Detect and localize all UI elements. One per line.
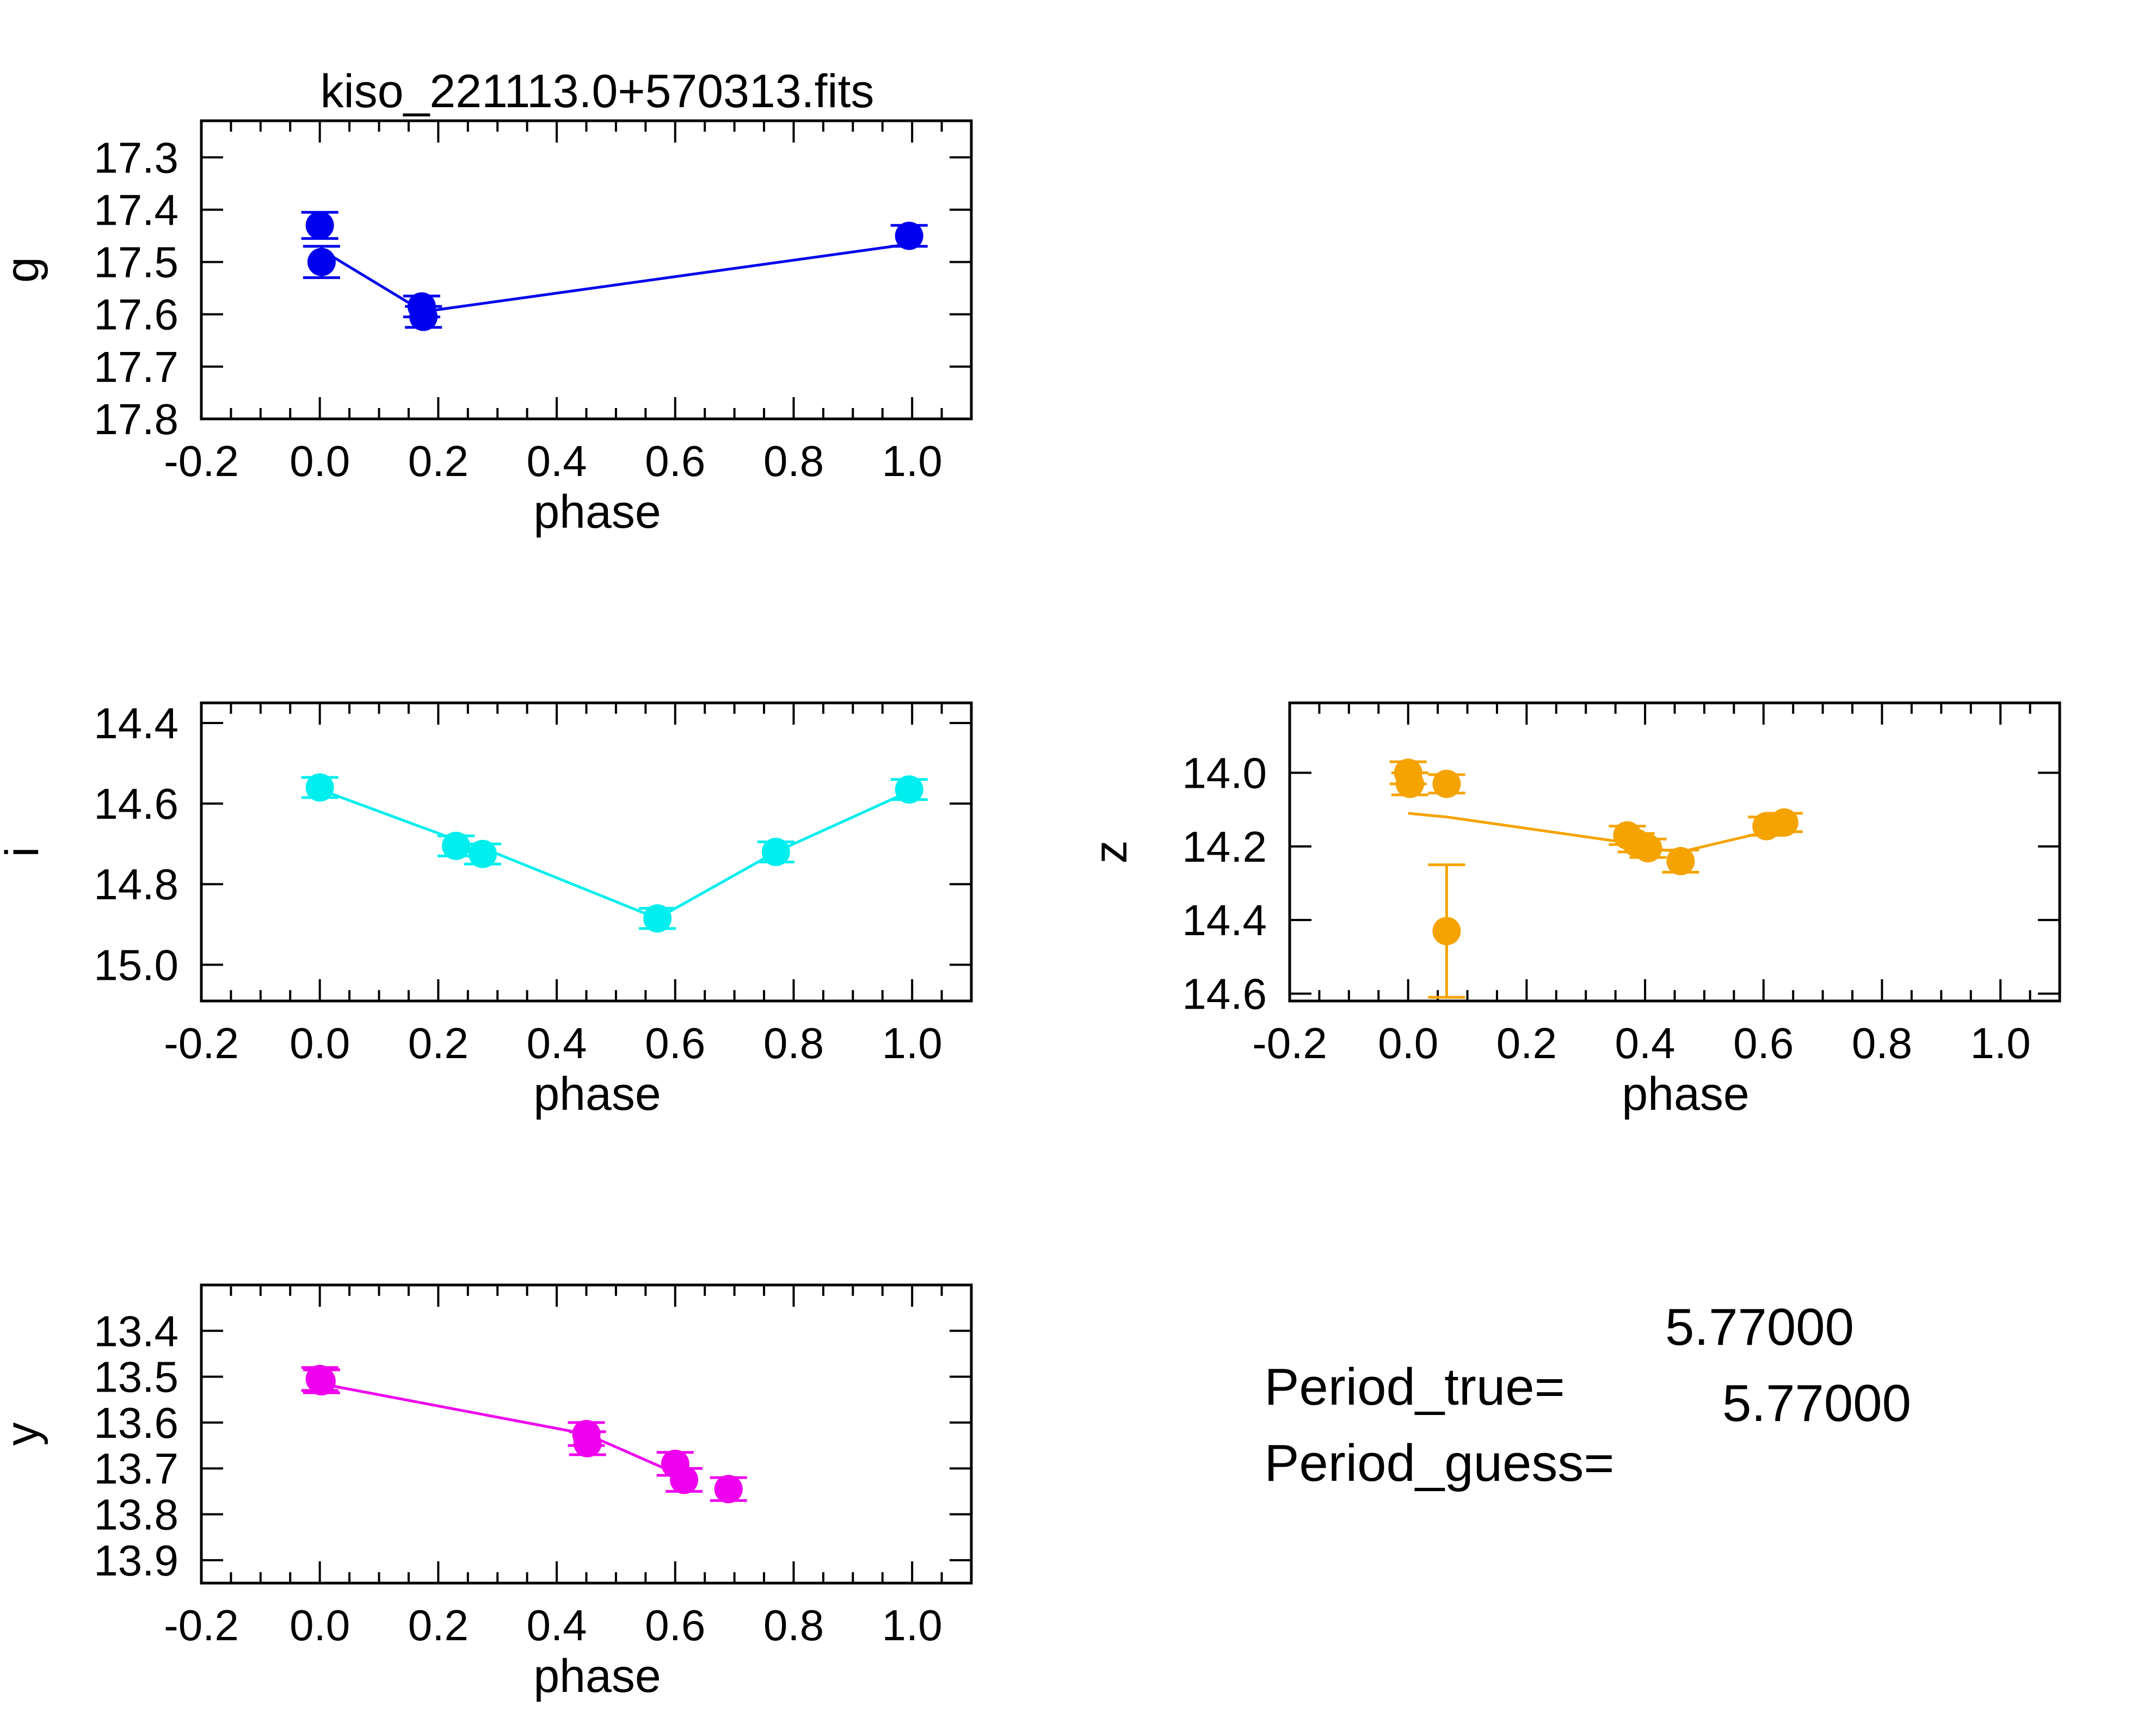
panel-z-xtick-label: 1.0 [1970, 1019, 2031, 1067]
panel-g: -0.2 0.0 0.2 0.4 0.6 0.8 1.017.317.417.517.617… [0, 65, 973, 538]
panel-y-model-line [319, 1382, 676, 1474]
panel-z-data-point [1770, 808, 1798, 837]
panel-i-data-point [761, 838, 790, 866]
panel-z-xtick-label: 0.0 [1378, 1019, 1438, 1067]
panel-g-xtick-label: 0.4 [526, 437, 587, 485]
panel-y-xtick-label: 0.8 [763, 1601, 824, 1649]
panel-y-xlabel: phase [533, 1650, 661, 1702]
panel-z-data-point [1432, 917, 1461, 946]
panel-y-xtick-label: 0.6 [645, 1601, 705, 1649]
panel-z-data-point [1432, 769, 1461, 798]
panel-y-ytick-label: 13.9 [94, 1536, 178, 1585]
period-true-value: 5.77000 [1665, 1298, 1855, 1356]
panel-i-xtick-label: 0.0 [289, 1019, 350, 1067]
panel-y-ytick-label: 13.5 [94, 1353, 178, 1401]
panel-g-xtick-label: 0.8 [763, 437, 824, 485]
panel-y-xtick-label: 0.2 [408, 1601, 469, 1649]
panel-g-ylabel: g [0, 257, 48, 283]
panel-y-data-point [714, 1475, 743, 1504]
panel-i-xlabel: phase [533, 1068, 661, 1120]
panel-y-data-point [670, 1466, 699, 1494]
period-true-line: Period_true= 5.77000 [1235, 1297, 1854, 1477]
panel-y-data-point [307, 1367, 336, 1396]
period-true-label: Period_true= [1264, 1358, 1565, 1416]
panel-g-ytick-label: 17.4 [94, 186, 178, 234]
panel-g-xlabel: phase [533, 486, 661, 538]
panel-z-ytick-label: 14.4 [1182, 896, 1267, 944]
panel-g-xtick-label: 0.6 [645, 437, 705, 485]
panel-g-xtick-label: -0.2 [164, 437, 239, 485]
panel-g-data-point [409, 302, 438, 331]
period-guess-label: Period_guess= [1264, 1434, 1615, 1492]
panel-g-xtick-label: 0.2 [408, 437, 469, 485]
period-guess-line: Period_guess= 5.77000 [1235, 1374, 1911, 1553]
panel-g-ytick-label: 17.6 [94, 291, 178, 339]
panel-y-ytick-label: 13.4 [94, 1307, 178, 1355]
panel-z-xtick-label: 0.2 [1496, 1019, 1557, 1067]
panel-g-data-point [895, 221, 923, 250]
panel-i-xtick-label: 0.6 [645, 1019, 705, 1067]
panel-i: -0.2 0.0 0.2 0.4 0.6 0.8 1.0 14.4 14.6 14.8 15.0 ph… [0, 699, 973, 1120]
panel-g-xtick-label: 1.0 [882, 437, 943, 485]
panel-z: -0.2 0.0 0.2 0.4 0.6 0.8 1.0 14.0 14.2 14.4 14.6 ph… [1085, 701, 2061, 1120]
panel-z-data-point [1634, 834, 1662, 863]
panel-y-xtick-label: 1.0 [882, 1601, 943, 1649]
panel-i-ylabel: i [0, 846, 48, 857]
panel-z-model-line [1408, 812, 1785, 854]
period-guess-value: 5.77000 [1722, 1374, 1912, 1432]
panel-z-xtick-label: 0.4 [1615, 1019, 1675, 1067]
panel-i-data-point [643, 904, 672, 933]
panel-i-data-point [442, 831, 471, 860]
panel-z-xtick-label: 0.8 [1852, 1019, 1912, 1067]
panel-i-ytick-label: 14.8 [94, 860, 178, 909]
panel-y-ytick-label: 13.7 [94, 1444, 178, 1493]
panel-g-ytick-label: 17.5 [94, 238, 178, 287]
panel-z-ytick-label: 14.0 [1182, 749, 1267, 798]
panel-i-ytick-label: 15.0 [94, 941, 178, 989]
panel-i-frame [200, 701, 973, 1003]
panel-z-xtick-label: -0.2 [1252, 1019, 1327, 1067]
panel-i-xtick-label: 0.8 [763, 1019, 824, 1067]
panel-i-data-point [895, 775, 923, 804]
panel-y-xtick-label: 0.0 [289, 1601, 350, 1649]
panel-g-ytick-label: 17.3 [94, 133, 178, 182]
panel-g-xtick-label: 0.0 [289, 437, 350, 485]
panel-g-data-point [307, 248, 336, 276]
panel-i-ytick-label: 14.4 [94, 699, 178, 747]
panel-z-ytick-label: 14.2 [1182, 823, 1267, 871]
panel-i-xtick-label: -0.2 [164, 1019, 239, 1067]
panel-z-xlabel: phase [1622, 1068, 1749, 1120]
panel-y-ytick-label: 13.8 [94, 1491, 178, 1539]
panel-z-ylabel: z [1085, 841, 1137, 864]
panel-z-data-point [1666, 846, 1695, 875]
panel-y-data-point [573, 1429, 602, 1457]
panel-y: -0.2 0.0 0.2 0.4 0.6 0.8 1.013.413.513.613.713… [0, 1283, 973, 1702]
panel-z-ytick-label: 14.6 [1182, 969, 1267, 1018]
panel-z-data-point [1395, 769, 1424, 798]
panel-i-xtick-label: 0.2 [408, 1019, 469, 1067]
panel-g-ytick-label: 17.7 [94, 343, 178, 391]
panel-i-xtick-label: 1.0 [882, 1019, 943, 1067]
figure-title: kiso_221113.0+570313.fits [321, 65, 874, 118]
panel-i-ytick-label: 14.6 [94, 780, 178, 828]
panel-i-xtick-label: 0.4 [526, 1019, 587, 1067]
panel-i-data-point [469, 839, 497, 868]
panel-g-data-point [305, 211, 334, 240]
panel-i-model-line [319, 788, 910, 920]
panel-y-ylabel: y [0, 1423, 48, 1446]
panel-y-ytick-label: 13.6 [94, 1399, 178, 1447]
panel-g-ytick-label: 17.8 [94, 395, 178, 443]
panel-y-xtick-label: -0.2 [164, 1601, 239, 1649]
panel-y-xtick-label: 0.4 [526, 1601, 587, 1649]
panel-i-data-point [305, 773, 334, 802]
panel-z-xtick-label: 0.6 [1733, 1019, 1794, 1067]
